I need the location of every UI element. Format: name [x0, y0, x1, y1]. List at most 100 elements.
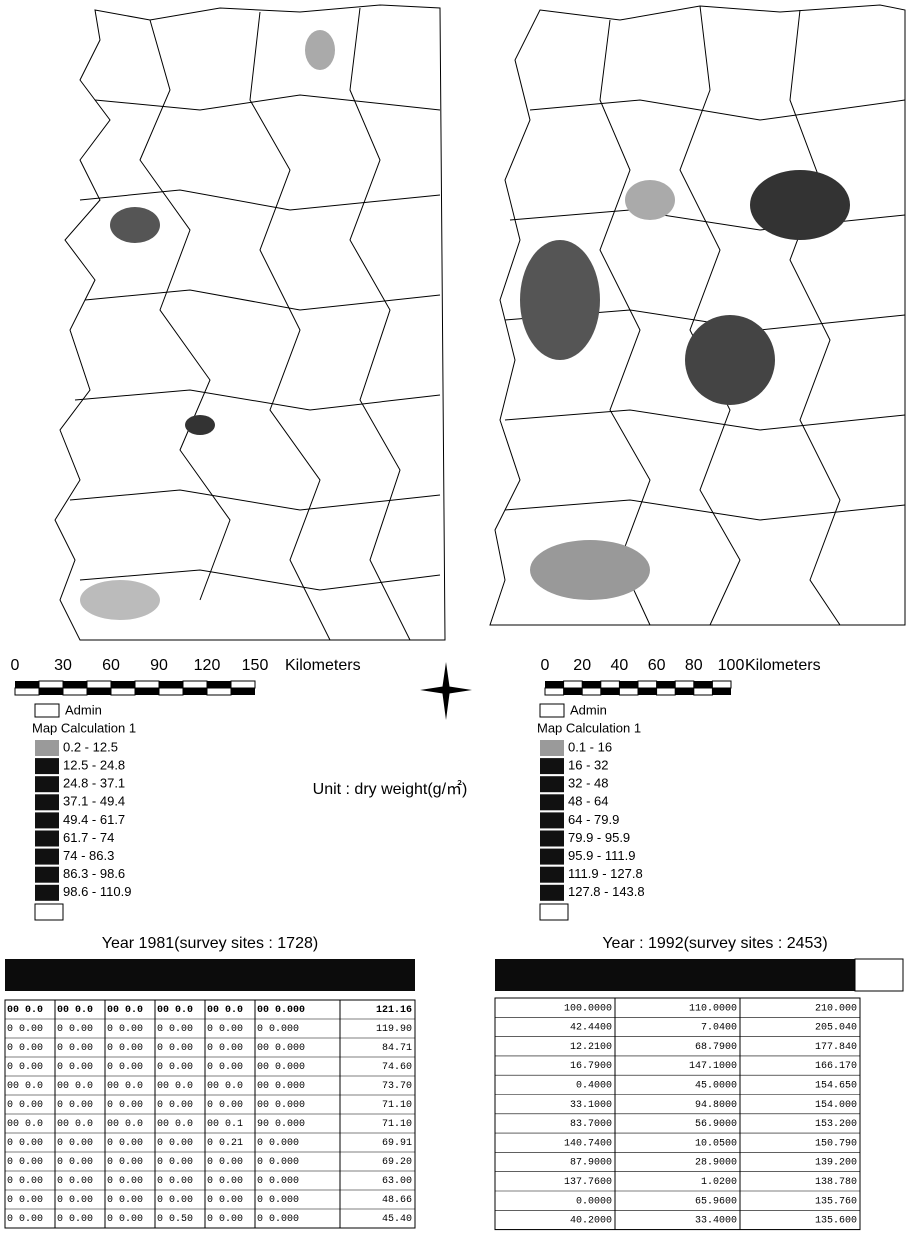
- table-cell: 153.200: [815, 1119, 857, 1130]
- scale-segment: [15, 681, 39, 688]
- table-cell: 00 0.0: [57, 1081, 93, 1092]
- table-cell: 00 0.0: [157, 1119, 193, 1130]
- table-cell: 0 0.00: [207, 1157, 243, 1168]
- table-cell: 0 0.00: [57, 1024, 93, 1035]
- table-cell: 137.7600: [564, 1177, 612, 1188]
- legend-swatch: [35, 794, 59, 810]
- scale-segment: [111, 681, 135, 688]
- scale-segment: [87, 688, 111, 695]
- density-patch: [305, 30, 335, 70]
- scale-segment: [63, 688, 87, 695]
- scale-segment: [135, 688, 159, 695]
- table-cell: 0 0.000: [257, 1138, 299, 1149]
- table-cell: 0 0.00: [7, 1100, 43, 1111]
- scale-segment: [657, 688, 676, 695]
- table-cell: 00 0.0: [107, 1081, 143, 1092]
- table-cell: 147.1000: [689, 1061, 737, 1072]
- scale-label: 30: [54, 657, 72, 674]
- scale-segment: [582, 681, 601, 688]
- legend-swatch: [35, 704, 59, 717]
- scale-label: 90: [150, 657, 168, 674]
- scale-label: 40: [611, 657, 629, 674]
- scale-segment: [694, 688, 713, 695]
- table-cell: 0 0.00: [207, 1195, 243, 1206]
- legend-class: 48 - 64: [568, 794, 608, 809]
- table-cell: 33.1000: [570, 1100, 612, 1111]
- legend-swatch: [540, 776, 564, 792]
- scale-segment: [601, 681, 620, 688]
- legend-class: 95.9 - 111.9: [568, 848, 635, 863]
- scale-label: 120: [194, 657, 221, 674]
- table-cell: 0 0.00: [7, 1138, 43, 1149]
- district-lines: [505, 500, 905, 520]
- table-cell: 00 0.000: [257, 1005, 305, 1016]
- table-cell: 140.7400: [564, 1138, 612, 1149]
- table-cell: 0 0.00: [57, 1043, 93, 1054]
- table-cell: 0 0.00: [157, 1138, 193, 1149]
- district-lines: [350, 8, 410, 640]
- table-cell: 0 0.00: [207, 1100, 243, 1111]
- scale-segment: [545, 681, 564, 688]
- legend-swatch: [35, 904, 63, 920]
- table-cell: 0 0.00: [207, 1176, 243, 1187]
- legend-swatch: [540, 704, 564, 717]
- table-cell: 0 0.00: [107, 1062, 143, 1073]
- scale-segment: [231, 688, 255, 695]
- table-cell: 63.00: [382, 1176, 412, 1187]
- scale-segment: [15, 688, 39, 695]
- table-cell: 0 0.00: [7, 1214, 43, 1225]
- legend-admin: Admin: [570, 702, 607, 717]
- legend-class: 111.9 - 127.8: [568, 866, 643, 881]
- table-cell: 00 0.0: [7, 1119, 43, 1130]
- scale-segment: [111, 688, 135, 695]
- table-cell: 0 0.000: [257, 1024, 299, 1035]
- table-cell: 0 0.00: [157, 1024, 193, 1035]
- scale-segment: [159, 688, 183, 695]
- table-cell: 205.040: [815, 1023, 857, 1034]
- table-cell: 0 0.50: [157, 1214, 193, 1225]
- scale-unit: Kilometers: [745, 657, 821, 674]
- table-cell: 0 0.00: [107, 1138, 143, 1149]
- table-cell: 0 0.000: [257, 1176, 299, 1187]
- legend-swatch: [35, 812, 59, 828]
- density-patch: [110, 207, 160, 243]
- legend-title: Map Calculation 1: [537, 720, 641, 735]
- table-cell: 42.4400: [570, 1023, 612, 1034]
- legend-swatch: [540, 849, 564, 865]
- table-cell: 45.40: [382, 1214, 412, 1225]
- legend-swatch: [540, 794, 564, 810]
- scale-label: 150: [242, 657, 269, 674]
- legend-swatch: [540, 885, 564, 901]
- map-1981: [55, 5, 445, 640]
- table-cell: 87.9000: [570, 1158, 612, 1169]
- legend-class: 61.7 - 74: [63, 830, 114, 845]
- legend-admin: Admin: [65, 702, 102, 717]
- table-cell: 154.650: [815, 1080, 857, 1091]
- table-cell: 90 0.000: [257, 1119, 305, 1130]
- legend-class: 0.2 - 12.5: [63, 739, 118, 754]
- legend-class: 79.9 - 95.9: [568, 830, 630, 845]
- table-cell: 74.60: [382, 1062, 412, 1073]
- scale-segment: [712, 681, 731, 688]
- table-cell: 0 0.00: [7, 1176, 43, 1187]
- table-cell: 0 0.00: [107, 1043, 143, 1054]
- header-bar-end: [855, 959, 903, 991]
- legend-swatch: [35, 849, 59, 865]
- table-cell: 00 0.0: [107, 1119, 143, 1130]
- scale-segment: [564, 681, 583, 688]
- table-cell: 210.000: [815, 1003, 857, 1014]
- scale-segment: [675, 688, 694, 695]
- table-cell: 00 0.0: [7, 1081, 43, 1092]
- table-cell: 166.170: [815, 1061, 857, 1072]
- scale-label: 0: [541, 657, 550, 674]
- scale-segment: [87, 681, 111, 688]
- table-cell: 0 0.00: [57, 1100, 93, 1111]
- legend-swatch: [540, 867, 564, 883]
- table-cell: 0 0.00: [107, 1100, 143, 1111]
- table-cell: 0 0.00: [157, 1157, 193, 1168]
- header-bar: [5, 959, 415, 991]
- district-lines: [600, 20, 650, 625]
- table-cell: 0 0.00: [7, 1043, 43, 1054]
- table-cell: 139.200: [815, 1158, 857, 1169]
- scale-segment: [638, 681, 657, 688]
